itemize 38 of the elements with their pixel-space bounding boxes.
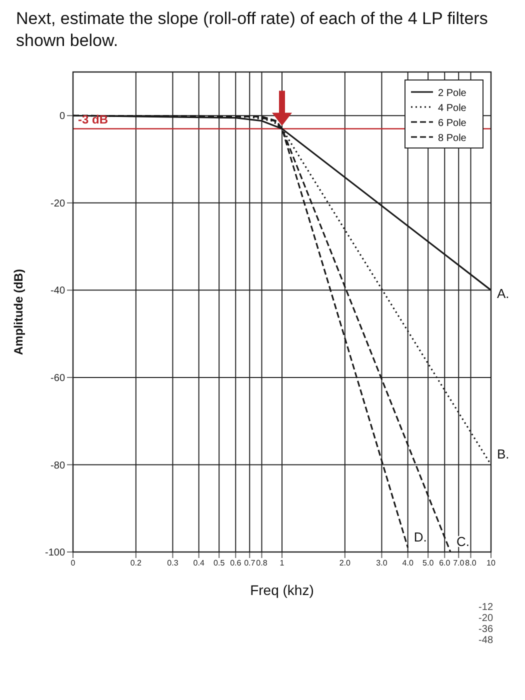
- y-tick-label: -40: [50, 286, 66, 297]
- y-tick-label: -100: [44, 548, 66, 559]
- y-tick-label: -80: [50, 460, 66, 472]
- ref-line-label: -3 dB: [78, 112, 108, 127]
- x-tick-label: 7.0: [453, 558, 465, 568]
- x-tick-label: 2.0: [339, 558, 352, 568]
- x-axis-title: Freq (khz): [250, 582, 314, 598]
- x-tick-label: 0.7: [244, 558, 256, 568]
- legend-label: 8 Pole: [438, 133, 467, 144]
- annotation: D.: [414, 530, 427, 545]
- text: -36: [478, 624, 493, 635]
- x-tick-label: 5.0: [422, 558, 434, 568]
- x-tick-label: 0.6: [230, 558, 242, 568]
- x-tick-label: 10: [486, 558, 496, 568]
- x-tick-label: 4.0: [402, 558, 414, 568]
- text: B.: [497, 446, 510, 462]
- y-axis-title: Amplitude (dB): [11, 269, 26, 355]
- text: -20: [478, 613, 493, 624]
- x-tick-label: 0.4: [193, 558, 205, 568]
- text: A.: [497, 286, 510, 302]
- x-tick-label: 0.3: [167, 558, 179, 568]
- legend-label: 2 Pole: [438, 88, 467, 99]
- legend-label: 6 Pole: [438, 118, 467, 129]
- x-tick-label: 0.2: [130, 558, 142, 568]
- x-tick-label: 0: [70, 558, 76, 568]
- y-tick-label: -60: [50, 373, 66, 384]
- y-tick-label: 0: [59, 111, 66, 122]
- x-tick-label: 0.5: [214, 558, 226, 568]
- text: -12: [478, 602, 493, 613]
- x-tick-label: 0.8: [256, 558, 268, 568]
- x-tick-label: 3.0: [376, 558, 388, 568]
- x-tick-label: 6.0: [439, 558, 451, 568]
- legend-label: 4 Pole: [438, 103, 467, 114]
- y-tick-label: -20: [50, 198, 66, 210]
- text: -48: [478, 635, 493, 646]
- chart-title: Next, estimate the slope (roll-off rate) of each of the 4 LP filters shown below.: [16, 8, 489, 52]
- x-tick-label: 1: [280, 558, 285, 568]
- x-tick-label: 8.0: [465, 558, 477, 568]
